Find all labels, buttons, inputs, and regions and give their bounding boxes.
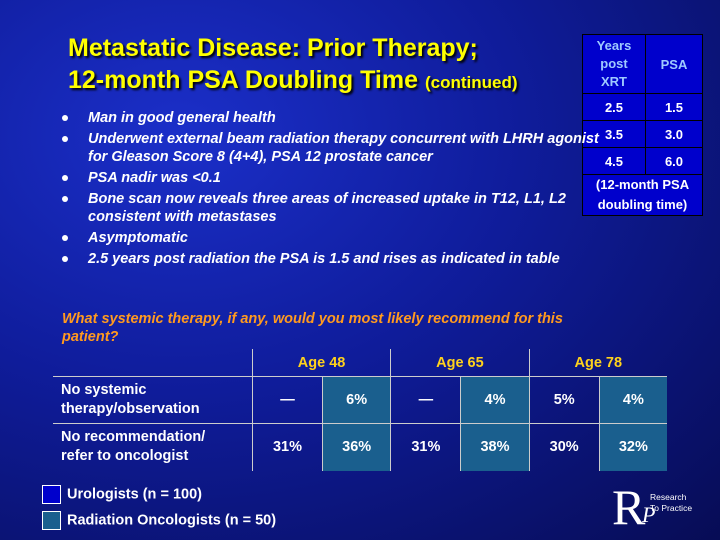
urologist-cell: 5% <box>528 376 600 424</box>
psa-value-cell: 6.0 <box>645 147 703 175</box>
age-header-78: Age 78 <box>528 349 667 377</box>
bullet-dot-icon <box>62 196 68 202</box>
psa-value-cell: 3.0 <box>645 120 703 148</box>
legend-urologists: Urologists (n = 100) <box>42 485 202 504</box>
results-corner <box>53 349 253 377</box>
psa-table-row: 4.5 6.0 <box>582 147 703 175</box>
results-table: Age 48 Age 65 Age 78 No systemic therapy… <box>53 349 667 471</box>
urologist-cell: — <box>390 376 461 424</box>
psa-table-note: (12-month PSA doubling time) <box>582 174 703 216</box>
urologist-cell: 30% <box>528 423 600 471</box>
urologist-cell: 31% <box>390 423 461 471</box>
age-header-65: Age 65 <box>390 349 530 377</box>
research-to-practice-logo: R P Research To Practice <box>612 479 712 535</box>
psa-value-cell: 1.5 <box>645 93 703 121</box>
psa-years-cell: 4.5 <box>582 147 646 175</box>
age-header-48: Age 48 <box>251 349 391 377</box>
bullet-item: Bone scan now reveals three areas of inc… <box>60 190 620 226</box>
bullet-dot-icon <box>62 256 68 262</box>
logo-name: Research To Practice <box>650 492 693 513</box>
urologist-cell: — <box>251 376 323 424</box>
case-bullet-list: Man in good general health Underwent ext… <box>60 109 620 271</box>
rad-onc-cell: 6% <box>322 376 391 424</box>
results-row: No systemic therapy/observation — 6% — 4… <box>53 376 667 424</box>
bullet-item: 2.5 years post radiation the PSA is 1.5 … <box>60 250 620 268</box>
results-row: No recommendation/ refer to oncologist 3… <box>53 423 667 471</box>
psa-table-header-psa: PSA <box>645 34 703 94</box>
bullet-item: PSA nadir was <0.1 <box>60 169 620 187</box>
bullet-dot-icon <box>62 175 68 181</box>
psa-table: Years post XRT PSA 2.5 1.5 3.5 3.0 4.5 6… <box>582 34 703 216</box>
psa-table-row: 3.5 3.0 <box>582 120 703 148</box>
survey-question: What systemic therapy, if any, would you… <box>62 311 563 345</box>
rad-onc-cell: 36% <box>322 423 391 471</box>
title-line2: 12-month PSA Doubling Time <box>68 66 419 94</box>
rad-onc-cell: 38% <box>460 423 530 471</box>
legend-swatch-urologists <box>42 485 61 504</box>
rad-onc-cell: 32% <box>598 423 667 471</box>
urologist-cell: 31% <box>251 423 323 471</box>
logo-letter-p: P <box>642 502 656 527</box>
legend-radiation-oncologists: Radiation Oncologists (n = 50) <box>42 511 276 530</box>
rad-onc-cell: 4% <box>460 376 530 424</box>
logo-letter-r: R <box>612 479 646 535</box>
slide-title: Metastatic Disease: Prior Therapy; 12-mo… <box>68 32 578 99</box>
row-label: No recommendation/ refer to oncologist <box>61 429 206 465</box>
title-suffix: (continued) <box>424 73 518 92</box>
bullet-item: Asymptomatic <box>60 229 620 247</box>
row-label: No systemic therapy/observation <box>53 376 253 424</box>
title-line1: Metastatic Disease: Prior Therapy; <box>68 34 478 62</box>
psa-table-row: 2.5 1.5 <box>582 93 703 121</box>
bullet-dot-icon <box>62 235 68 241</box>
psa-years-cell: 3.5 <box>582 120 646 148</box>
bullet-dot-icon <box>62 115 68 121</box>
bullet-dot-icon <box>62 136 68 142</box>
legend-swatch-radiation-oncologists <box>42 511 61 530</box>
rad-onc-cell: 4% <box>598 376 667 424</box>
bullet-item: Man in good general health <box>60 109 620 127</box>
psa-years-cell: 2.5 <box>582 93 646 121</box>
bullet-item: Underwent external beam radiation therap… <box>60 130 620 166</box>
psa-table-header-years: Years post XRT <box>582 34 646 94</box>
